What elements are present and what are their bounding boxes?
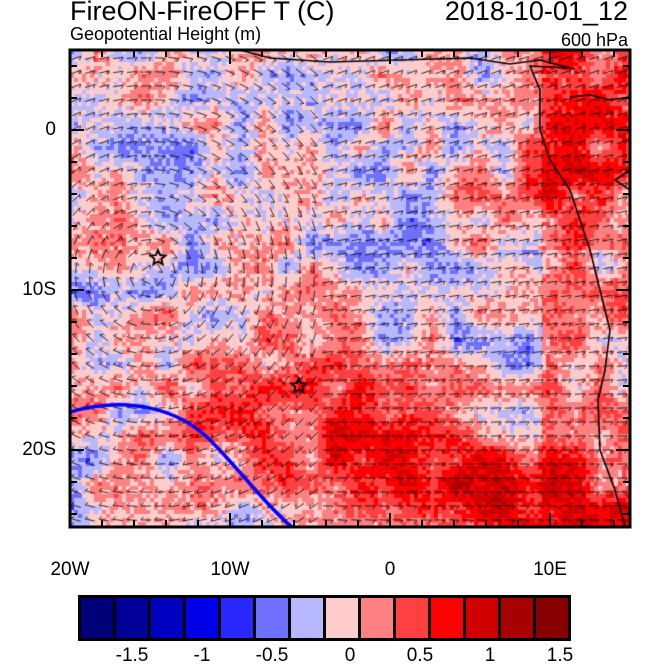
colorbar-label: -1.5: [115, 645, 149, 666]
lat-label-0: 0: [45, 119, 56, 140]
colorbar: [78, 595, 571, 641]
pressure-level: 600 hPa: [560, 30, 628, 50]
colorbar-swatch: [361, 598, 396, 638]
colorbar-label: 1: [484, 645, 496, 666]
colorbar-swatch: [536, 598, 568, 638]
lat-label-20s: 20S: [22, 439, 56, 460]
lon-label-0: 0: [384, 559, 396, 580]
lat-label-10s: 10S: [22, 279, 56, 300]
map-axes-frame: [68, 48, 632, 529]
colorbar-label: 0: [344, 645, 356, 666]
colorbar-swatch: [501, 598, 536, 638]
temperature-difference-map: [70, 50, 630, 527]
plot-subtitle: Geopotential Height (m): [70, 24, 262, 44]
colorbar-swatch: [291, 598, 326, 638]
colorbar-swatch: [81, 598, 116, 638]
plot-datetime: 2018-10-01_12: [444, 0, 628, 26]
lon-label-10e: 10E: [533, 559, 567, 580]
colorbar-swatch: [151, 598, 186, 638]
colorbar-swatch: [466, 598, 501, 638]
colorbar-swatch: [256, 598, 291, 638]
colorbar-label: 1.5: [546, 645, 574, 666]
colorbar-label: -1: [193, 645, 211, 666]
colorbar-label: 0.5: [406, 645, 434, 666]
colorbar-swatch: [396, 598, 431, 638]
colorbar-swatch: [221, 598, 256, 638]
colorbar-swatch: [431, 598, 466, 638]
colorbar-label: -0.5: [255, 645, 289, 666]
colorbar-swatch: [116, 598, 151, 638]
colorbar-swatch: [326, 598, 361, 638]
plot-frame: [68, 48, 632, 529]
plot-title: FireON-FireOFF T (C): [70, 0, 335, 26]
colorbar-swatch: [186, 598, 221, 638]
lon-label-20w: 20W: [50, 559, 90, 580]
lon-label-10w: 10W: [210, 559, 250, 580]
